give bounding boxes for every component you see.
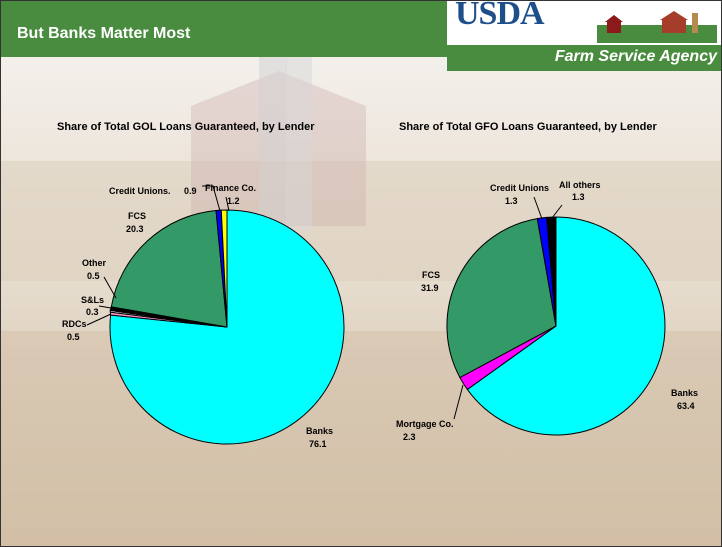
label-gol-finance-co: Finance Co. [205,183,256,193]
value-gol-credit-unions: 0.9 [184,186,197,196]
usda-wordmark: USDA [455,0,545,32]
gfo-chart-title: Share of Total GFO Loans Guaranteed, by … [399,121,657,133]
label-gfo-credit-unions: Credit Unions [490,183,549,193]
agency-name: Farm Service Agency [554,48,717,65]
label-gol-fcs: FCS [128,211,146,221]
label-gol-banks: Banks [306,426,333,436]
slice-gfo-banks [466,216,666,436]
value-gfo-banks: 63.4 [677,401,695,411]
header-bar: But Banks Matter Most [1,1,447,57]
value-gol-rdcs: 0.5 [67,332,80,342]
usda-logo: USDA Farm Service Agency [447,1,721,71]
label-gol-sls: S&Ls [81,295,104,305]
gol-pie-chart: Credit Unions. 0.9 Finance Co. 1.2 FCS 2… [62,183,345,449]
slice-gfo-all-others [546,216,557,327]
value-gol-banks: 76.1 [309,439,327,449]
slice-gol-fcs [110,209,228,328]
label-gfo-fcs: FCS [422,270,440,280]
value-gol-other: 0.5 [87,271,100,281]
slice-gol-finance-co [220,209,228,328]
slice-gol-banks [109,209,345,445]
value-gol-fcs: 20.3 [126,224,144,234]
value-gol-finance-co: 1.2 [227,196,240,206]
value-gfo-credit-unions: 1.3 [505,196,518,206]
gfo-pie-chart: Credit Unions 1.3 All others 1.3 FCS 31.… [396,180,698,442]
value-gfo-all-others: 1.3 [572,192,585,202]
label-gol-other: Other [82,258,107,268]
value-gol-sls: 0.3 [86,307,99,317]
agency-bar: Farm Service Agency [447,45,721,71]
gol-chart-title: Share of Total GOL Loans Guaranteed, by … [57,121,315,133]
label-gol-credit-unions: Credit Unions. [109,186,171,196]
label-gol-rdcs: RDCs [62,319,87,329]
label-gfo-mortgage-co: Mortgage Co. [396,419,454,429]
slice-gfo-fcs [446,218,557,379]
slide-title: But Banks Matter Most [17,25,191,42]
label-gfo-banks: Banks [671,388,698,398]
value-gfo-mortgage-co: 2.3 [403,432,416,442]
value-gfo-fcs: 31.9 [421,283,439,293]
farm-logo-icon [597,11,717,43]
label-gfo-all-others: All others [559,180,601,190]
